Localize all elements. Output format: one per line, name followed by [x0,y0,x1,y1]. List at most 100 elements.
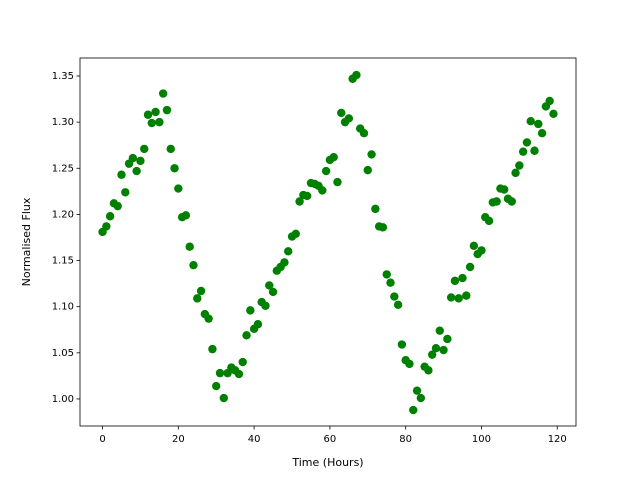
point [359,129,369,138]
point [393,300,403,310]
point [367,150,376,159]
axes-frame [79,57,577,427]
point [204,314,213,323]
point [136,156,145,166]
point [302,191,312,201]
point [147,118,157,128]
point [105,212,115,221]
y-tick-label: 1.35 [52,71,74,82]
point [465,262,475,272]
point [397,340,407,349]
point [344,114,354,123]
point [443,334,452,344]
point [196,286,206,296]
point [151,107,160,117]
point [193,294,202,303]
point [386,278,395,287]
point [477,246,486,255]
point [238,357,247,367]
point [246,306,255,315]
point [469,241,479,250]
y-tick-label: 1.25 [52,163,74,174]
point [390,292,399,301]
point [219,393,228,403]
point [530,146,539,155]
point [117,170,126,179]
point [321,166,331,176]
point [405,359,414,369]
point [155,117,164,127]
point [318,186,327,195]
point [526,117,535,126]
point [522,138,532,147]
point [484,216,494,226]
x-tick-label: 60 [324,434,337,445]
point [549,109,558,119]
point [450,276,460,286]
point [424,366,433,375]
point [363,165,372,175]
x-tick-label: 40 [248,434,261,445]
point [518,147,528,156]
point [382,270,391,279]
y-tick-label: 1.20 [52,209,74,220]
y-tick-label: 1.05 [52,348,74,359]
point [291,229,300,238]
y-tick-label: 1.10 [52,302,74,313]
y-tick-label: 1.30 [52,117,74,128]
point [333,177,342,187]
point [416,393,426,403]
x-tick-label: 100 [472,434,491,445]
point [378,223,388,232]
point [121,188,130,197]
point [128,153,138,163]
point [458,273,467,283]
x-tick-label: 0 [99,434,105,445]
x-axis-label: Time (Hours) [291,456,363,469]
point [515,161,524,170]
point [158,89,168,98]
point [265,281,274,290]
point [166,144,175,154]
point [102,222,111,231]
point [462,291,471,300]
point [534,119,543,129]
point [446,293,456,302]
point [337,108,346,118]
point [170,164,179,173]
y-tick-label: 1.15 [52,256,74,267]
point [412,386,422,395]
point [284,247,293,256]
point [511,168,520,178]
point [352,70,361,80]
point [499,185,509,194]
point [242,331,251,340]
point [253,320,263,329]
point [174,184,183,193]
point [132,166,141,176]
point [439,345,448,355]
point [435,326,444,335]
point [371,204,380,214]
point [143,110,153,119]
y-axis-label: Normalised Flux [20,197,33,286]
point [295,197,304,206]
point [113,201,122,211]
point [261,301,270,310]
y-tick-label: 1.00 [52,394,74,405]
point [492,197,501,206]
point [507,197,516,206]
point [140,144,149,154]
x-tick-label: 80 [399,434,412,445]
point [329,152,338,162]
point [428,350,437,359]
point [545,96,554,106]
point [162,105,172,115]
point [185,242,194,251]
point [431,344,441,353]
point [454,294,463,303]
point [280,258,289,267]
point [212,381,221,391]
